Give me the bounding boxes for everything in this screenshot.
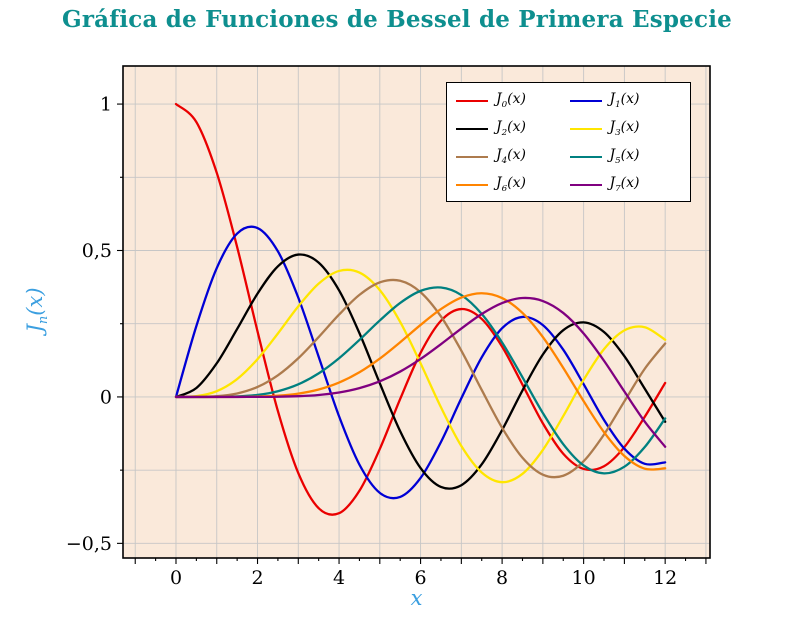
legend-label: J2(x)	[496, 119, 526, 138]
legend-line-sample	[569, 99, 602, 102]
page-title: Gráfica de Funciones de Bessel de Primer…	[61, 6, 732, 33]
y-tick-label: 0	[100, 386, 112, 408]
legend-line-sample	[456, 127, 488, 130]
legend-line-sample	[569, 183, 602, 186]
series-j3-line	[174, 268, 667, 484]
legend-item: J4(x)	[456, 146, 568, 167]
series-curves	[174, 102, 667, 516]
y-axis-label-base: J	[22, 324, 47, 333]
legend-label: J6(x)	[496, 175, 526, 195]
series-j1-line	[174, 225, 667, 500]
legend-line-sample	[569, 127, 602, 130]
y-tick-label: −0,5	[66, 533, 112, 555]
x-axis-label: x	[123, 586, 710, 610]
legend-label: J7(x)	[609, 175, 640, 195]
legend-item: J7(x)	[569, 174, 682, 195]
legend-item: J0(x)	[456, 90, 568, 111]
legend-item: J3(x)	[569, 118, 682, 139]
legend-label: J4(x)	[496, 147, 526, 166]
legend-item: J2(x)	[456, 118, 568, 139]
series-j7-line	[174, 296, 667, 448]
legend-label: J3(x)	[609, 119, 640, 138]
series-j5-line	[174, 286, 667, 475]
legend: J0(x) J1(x) J2(x) J3(x) J4(x) J5(x) J6(x…	[446, 82, 691, 203]
legend-line-sample	[456, 155, 488, 158]
x-tick-label: 4	[333, 567, 345, 589]
x-tick-label: 0	[170, 567, 182, 589]
legend-item: J1(x)	[569, 90, 682, 111]
x-tick-label: 2	[251, 567, 263, 589]
series-j4-line	[174, 278, 667, 479]
x-tick-label: 8	[496, 567, 508, 589]
y-axis-label-rest: (x)	[22, 287, 47, 316]
x-axis-label-text: x	[410, 586, 423, 610]
y-axis-label: Jn(x)	[23, 287, 51, 332]
plot-frame	[122, 65, 711, 559]
legend-item: J6(x)	[456, 174, 568, 195]
legend-label: J0(x)	[496, 91, 526, 110]
y-tick-labels: 1 0,5 0 −0,5	[66, 94, 112, 555]
legend-line-sample	[456, 183, 488, 186]
legend-item: J5(x)	[569, 146, 682, 167]
x-tick-label: 6	[415, 567, 427, 589]
legend-label: J1(x)	[609, 91, 640, 110]
series-j2-line	[174, 253, 667, 490]
legend-line-sample	[569, 155, 602, 158]
x-tick-labels: 0 2 4 6 8 10 12	[170, 567, 677, 589]
legend-line-sample	[456, 99, 488, 102]
x-tick-label: 10	[572, 567, 596, 589]
legend-label: J5(x)	[609, 147, 640, 166]
y-tick-label: 0,5	[82, 240, 112, 262]
y-axis-label-sub: n	[36, 315, 52, 325]
x-tick-label: 12	[653, 567, 677, 589]
y-tick-label: 1	[100, 94, 112, 116]
